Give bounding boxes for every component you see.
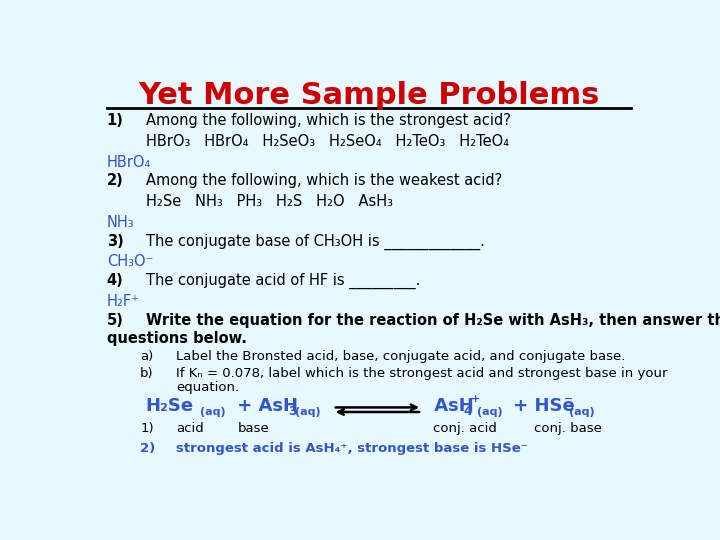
Text: H₂Se   NH₃   PH₃   H₂S   H₂O   AsH₃: H₂Se NH₃ PH₃ H₂S H₂O AsH₃ [145, 194, 393, 209]
Text: acid: acid [176, 422, 204, 435]
Text: −: − [564, 394, 573, 403]
Text: Yet More Sample Problems: Yet More Sample Problems [138, 82, 600, 111]
Text: 2): 2) [107, 173, 124, 188]
Text: conj. acid: conj. acid [433, 422, 497, 435]
Text: + AsH: + AsH [231, 397, 298, 415]
Text: 4: 4 [464, 405, 472, 418]
Text: The conjugate acid of HF is _________.: The conjugate acid of HF is _________. [145, 273, 420, 289]
Text: a): a) [140, 350, 153, 363]
Text: base: base [238, 422, 269, 435]
Text: questions below.: questions below. [107, 332, 247, 346]
Text: NH₃: NH₃ [107, 215, 135, 230]
Text: 1): 1) [140, 422, 154, 435]
Text: 4): 4) [107, 273, 124, 288]
Text: (aq): (aq) [200, 407, 225, 417]
Text: conj. base: conj. base [534, 422, 601, 435]
Text: Among the following, which is the weakest acid?: Among the following, which is the weakes… [145, 173, 502, 188]
Text: Write the equation for the reaction of H₂Se with AsH₃, then answer the: Write the equation for the reaction of H… [145, 313, 720, 328]
Text: HBrO₃   HBrO₄   H₂SeO₃   H₂SeO₄   H₂TeO₃   H₂TeO₄: HBrO₃ HBrO₄ H₂SeO₃ H₂SeO₄ H₂TeO₃ H₂TeO₄ [145, 134, 509, 149]
Text: H₂Se: H₂Se [145, 397, 194, 415]
Text: 1): 1) [107, 113, 124, 128]
Text: If Kₙ = 0.078, label which is the strongest acid and strongest base in your: If Kₙ = 0.078, label which is the strong… [176, 367, 668, 380]
Text: (aq): (aq) [477, 407, 503, 417]
Text: 3): 3) [107, 234, 124, 249]
Text: The conjugate base of CH₃OH is _____________.: The conjugate base of CH₃OH is _________… [145, 234, 485, 250]
Text: equation.: equation. [176, 381, 240, 394]
Text: 5): 5) [107, 313, 124, 328]
Text: +: + [471, 394, 480, 403]
Text: Label the Bronsted acid, base, conjugate acid, and conjugate base.: Label the Bronsted acid, base, conjugate… [176, 350, 626, 363]
Text: b): b) [140, 367, 154, 380]
Text: AsH: AsH [428, 397, 473, 415]
Text: H₂F⁺: H₂F⁺ [107, 294, 140, 309]
Text: 3: 3 [289, 405, 297, 418]
Text: (aq): (aq) [295, 407, 321, 417]
Text: strongest acid is AsH₄⁺, strongest base is HSe⁻: strongest acid is AsH₄⁺, strongest base … [176, 442, 528, 455]
Text: CH₃O⁻: CH₃O⁻ [107, 254, 153, 269]
Text: 2): 2) [140, 442, 156, 455]
Text: + HSe: + HSe [508, 397, 575, 415]
Text: HBrO₄: HBrO₄ [107, 154, 151, 170]
Text: (aq): (aq) [569, 407, 595, 417]
Text: Among the following, which is the strongest acid?: Among the following, which is the strong… [145, 113, 510, 128]
